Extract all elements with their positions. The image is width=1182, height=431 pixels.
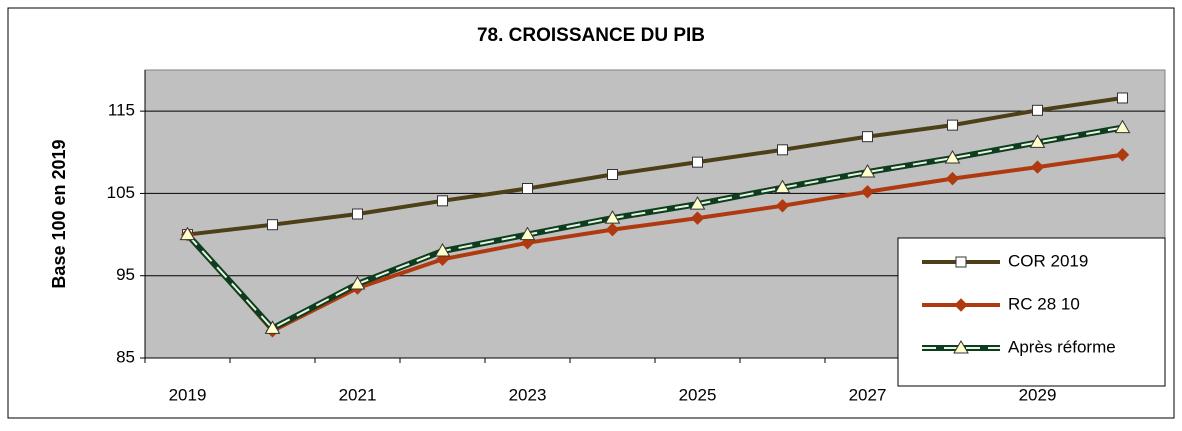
chart-title: 78. CROISSANCE DU PIB: [477, 25, 705, 46]
marker: [859, 164, 876, 178]
marker: [774, 179, 791, 194]
marker: [1032, 104, 1043, 116]
legend-label: Après réforme: [1008, 337, 1116, 356]
marker: [437, 195, 448, 207]
y-tick-label: 105: [107, 183, 135, 202]
marker: [689, 196, 706, 210]
marker: [267, 219, 278, 231]
marker: [1030, 160, 1045, 174]
marker: [862, 131, 873, 143]
marker: [264, 320, 281, 334]
line-dash: [186, 126, 1123, 330]
y-tick-label: 85: [116, 347, 135, 366]
y-axis-label: Base 100 en 2019: [49, 139, 69, 288]
line: [187, 95, 1123, 237]
marker: [519, 226, 536, 241]
x-tick-label: 2021: [339, 385, 377, 404]
marker: [352, 208, 363, 220]
legend-label: RC 28 10: [1008, 294, 1080, 313]
y-tick-label: 115: [108, 101, 135, 120]
x-tick-label: 2025: [679, 385, 717, 404]
marker: [179, 226, 196, 241]
marker: [775, 199, 790, 213]
marker: [1029, 134, 1046, 148]
x-tick-label: 2023: [509, 385, 547, 404]
marker: [522, 182, 533, 194]
marker: [955, 256, 967, 268]
legend-label: COR 2019: [1008, 251, 1088, 270]
x-tick-label: 2029: [1019, 385, 1057, 404]
marker: [434, 243, 451, 257]
marker: [947, 119, 958, 131]
x-tick-label: 2027: [849, 385, 887, 404]
marker: [605, 222, 620, 237]
marker: [692, 156, 703, 168]
marker: [860, 185, 875, 199]
marker: [945, 171, 960, 186]
marker: [1117, 92, 1128, 104]
marker: [1115, 148, 1130, 162]
marker: [953, 340, 969, 354]
marker: [690, 211, 705, 225]
x-tick-label: 2019: [169, 385, 207, 404]
marker: [349, 275, 366, 290]
marker: [607, 169, 618, 181]
marker: [1114, 119, 1131, 134]
marker: [777, 144, 788, 156]
line: [186, 152, 1123, 334]
y-tick-label: 95: [116, 265, 135, 284]
marker: [944, 150, 961, 164]
marker: [954, 298, 968, 312]
marker: [604, 210, 621, 224]
